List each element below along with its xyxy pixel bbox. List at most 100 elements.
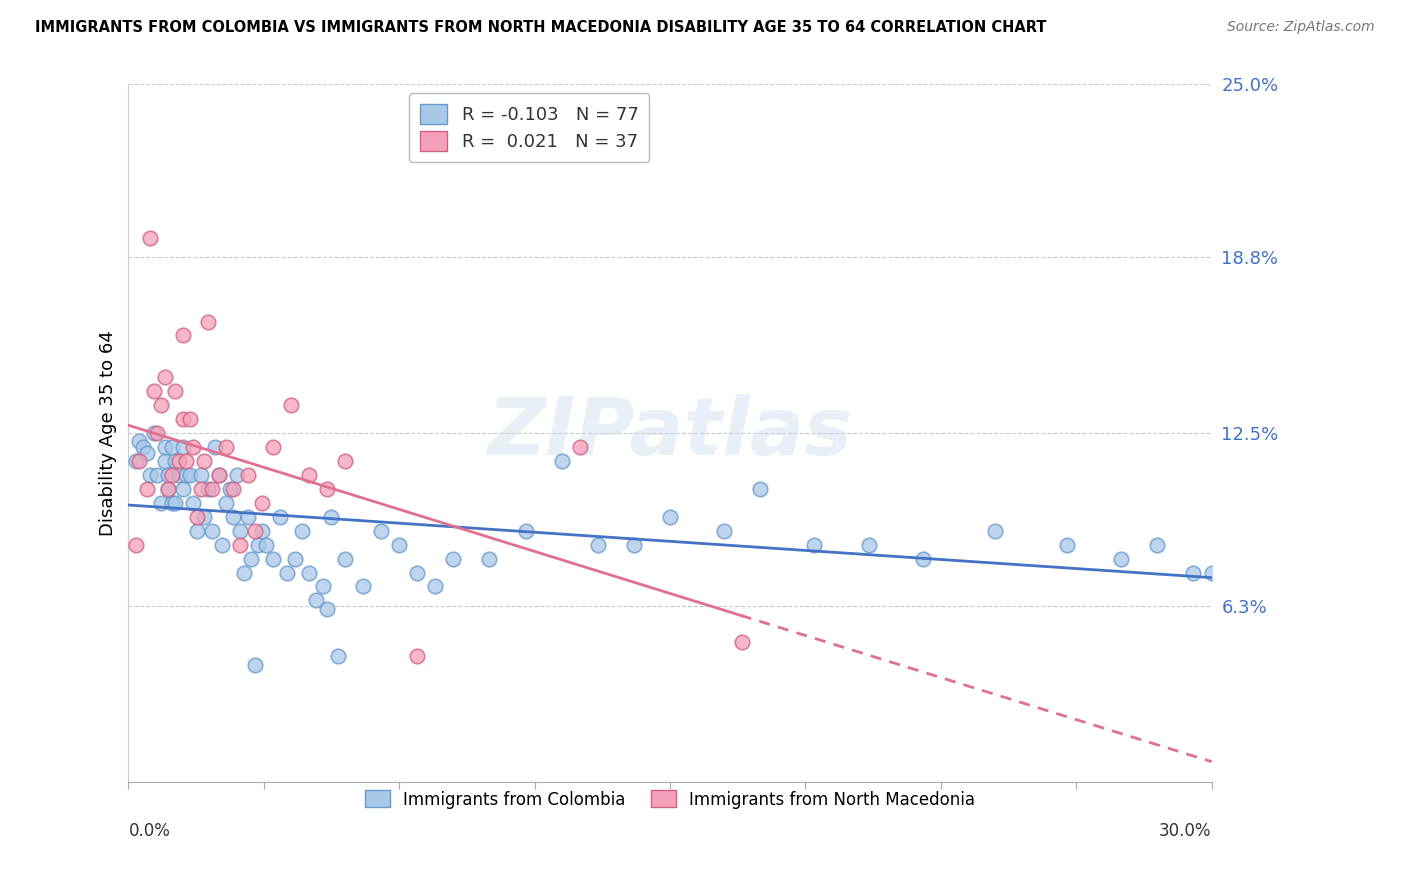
Point — [153, 454, 176, 468]
Point — [174, 454, 197, 468]
Point — [183, 440, 205, 454]
Point — [262, 440, 284, 454]
Point — [135, 482, 157, 496]
Point — [1201, 566, 1223, 580]
Point — [132, 440, 155, 454]
Y-axis label: Disability Age 35 to 64: Disability Age 35 to 64 — [100, 330, 117, 536]
Point — [388, 538, 411, 552]
Point — [167, 467, 190, 482]
Text: Source: ZipAtlas.com: Source: ZipAtlas.com — [1227, 20, 1375, 34]
Point — [254, 538, 277, 552]
Point — [515, 524, 537, 538]
Point — [172, 440, 194, 454]
Point — [406, 566, 429, 580]
Point — [586, 538, 609, 552]
Point — [478, 551, 501, 566]
Point — [172, 328, 194, 343]
Point — [139, 231, 162, 245]
Point — [135, 445, 157, 459]
Point — [250, 524, 273, 538]
Point — [352, 579, 374, 593]
Point — [262, 551, 284, 566]
Point — [179, 467, 201, 482]
Point — [319, 509, 342, 524]
Point — [316, 601, 339, 615]
Point — [1146, 538, 1168, 552]
Point — [425, 579, 447, 593]
Point — [183, 496, 205, 510]
Point — [200, 482, 222, 496]
Point — [208, 467, 231, 482]
Point — [125, 454, 148, 468]
Point — [167, 454, 190, 468]
Point — [283, 551, 305, 566]
Point — [713, 524, 735, 538]
Point — [803, 538, 825, 552]
Point — [128, 434, 150, 449]
Point — [186, 524, 208, 538]
Point — [551, 454, 574, 468]
Point — [229, 538, 252, 552]
Point — [312, 579, 335, 593]
Point — [225, 467, 247, 482]
Point — [333, 454, 356, 468]
Point — [568, 440, 591, 454]
Point — [298, 566, 321, 580]
Point — [142, 384, 165, 399]
Point — [193, 454, 215, 468]
Point — [157, 482, 180, 496]
Point — [172, 412, 194, 426]
Point — [731, 635, 754, 649]
Point — [858, 538, 880, 552]
Point — [157, 482, 180, 496]
Point — [240, 551, 263, 566]
Point — [1111, 551, 1133, 566]
Point — [236, 467, 259, 482]
Point — [128, 454, 150, 468]
Point — [149, 398, 172, 412]
Point — [406, 649, 429, 664]
Point — [222, 509, 245, 524]
Point — [222, 482, 245, 496]
Point — [326, 649, 349, 664]
Point — [250, 496, 273, 510]
Point — [200, 524, 222, 538]
Point — [370, 524, 392, 538]
Point — [153, 440, 176, 454]
Point — [276, 566, 298, 580]
Point — [186, 509, 208, 524]
Point — [623, 538, 645, 552]
Point — [172, 482, 194, 496]
Point — [236, 509, 259, 524]
Point — [280, 398, 302, 412]
Point — [298, 467, 321, 482]
Point — [142, 425, 165, 440]
Point — [233, 566, 256, 580]
Point — [160, 496, 183, 510]
Point — [243, 524, 266, 538]
Point — [247, 538, 270, 552]
Text: 30.0%: 30.0% — [1159, 822, 1212, 840]
Point — [215, 496, 238, 510]
Point — [139, 467, 162, 482]
Point — [204, 440, 226, 454]
Point — [125, 538, 148, 552]
Point — [160, 467, 183, 482]
Legend: Immigrants from Colombia, Immigrants from North Macedonia: Immigrants from Colombia, Immigrants fro… — [359, 784, 981, 815]
Point — [269, 509, 291, 524]
Point — [149, 496, 172, 510]
Point — [193, 509, 215, 524]
Point — [153, 370, 176, 384]
Point — [984, 524, 1007, 538]
Point — [146, 425, 169, 440]
Point — [165, 454, 187, 468]
Point — [208, 467, 231, 482]
Text: IMMIGRANTS FROM COLOMBIA VS IMMIGRANTS FROM NORTH MACEDONIA DISABILITY AGE 35 TO: IMMIGRANTS FROM COLOMBIA VS IMMIGRANTS F… — [35, 20, 1046, 35]
Point — [174, 467, 197, 482]
Point — [243, 657, 266, 672]
Point — [146, 467, 169, 482]
Point — [179, 412, 201, 426]
Point — [157, 467, 180, 482]
Point — [165, 384, 187, 399]
Text: 0.0%: 0.0% — [128, 822, 170, 840]
